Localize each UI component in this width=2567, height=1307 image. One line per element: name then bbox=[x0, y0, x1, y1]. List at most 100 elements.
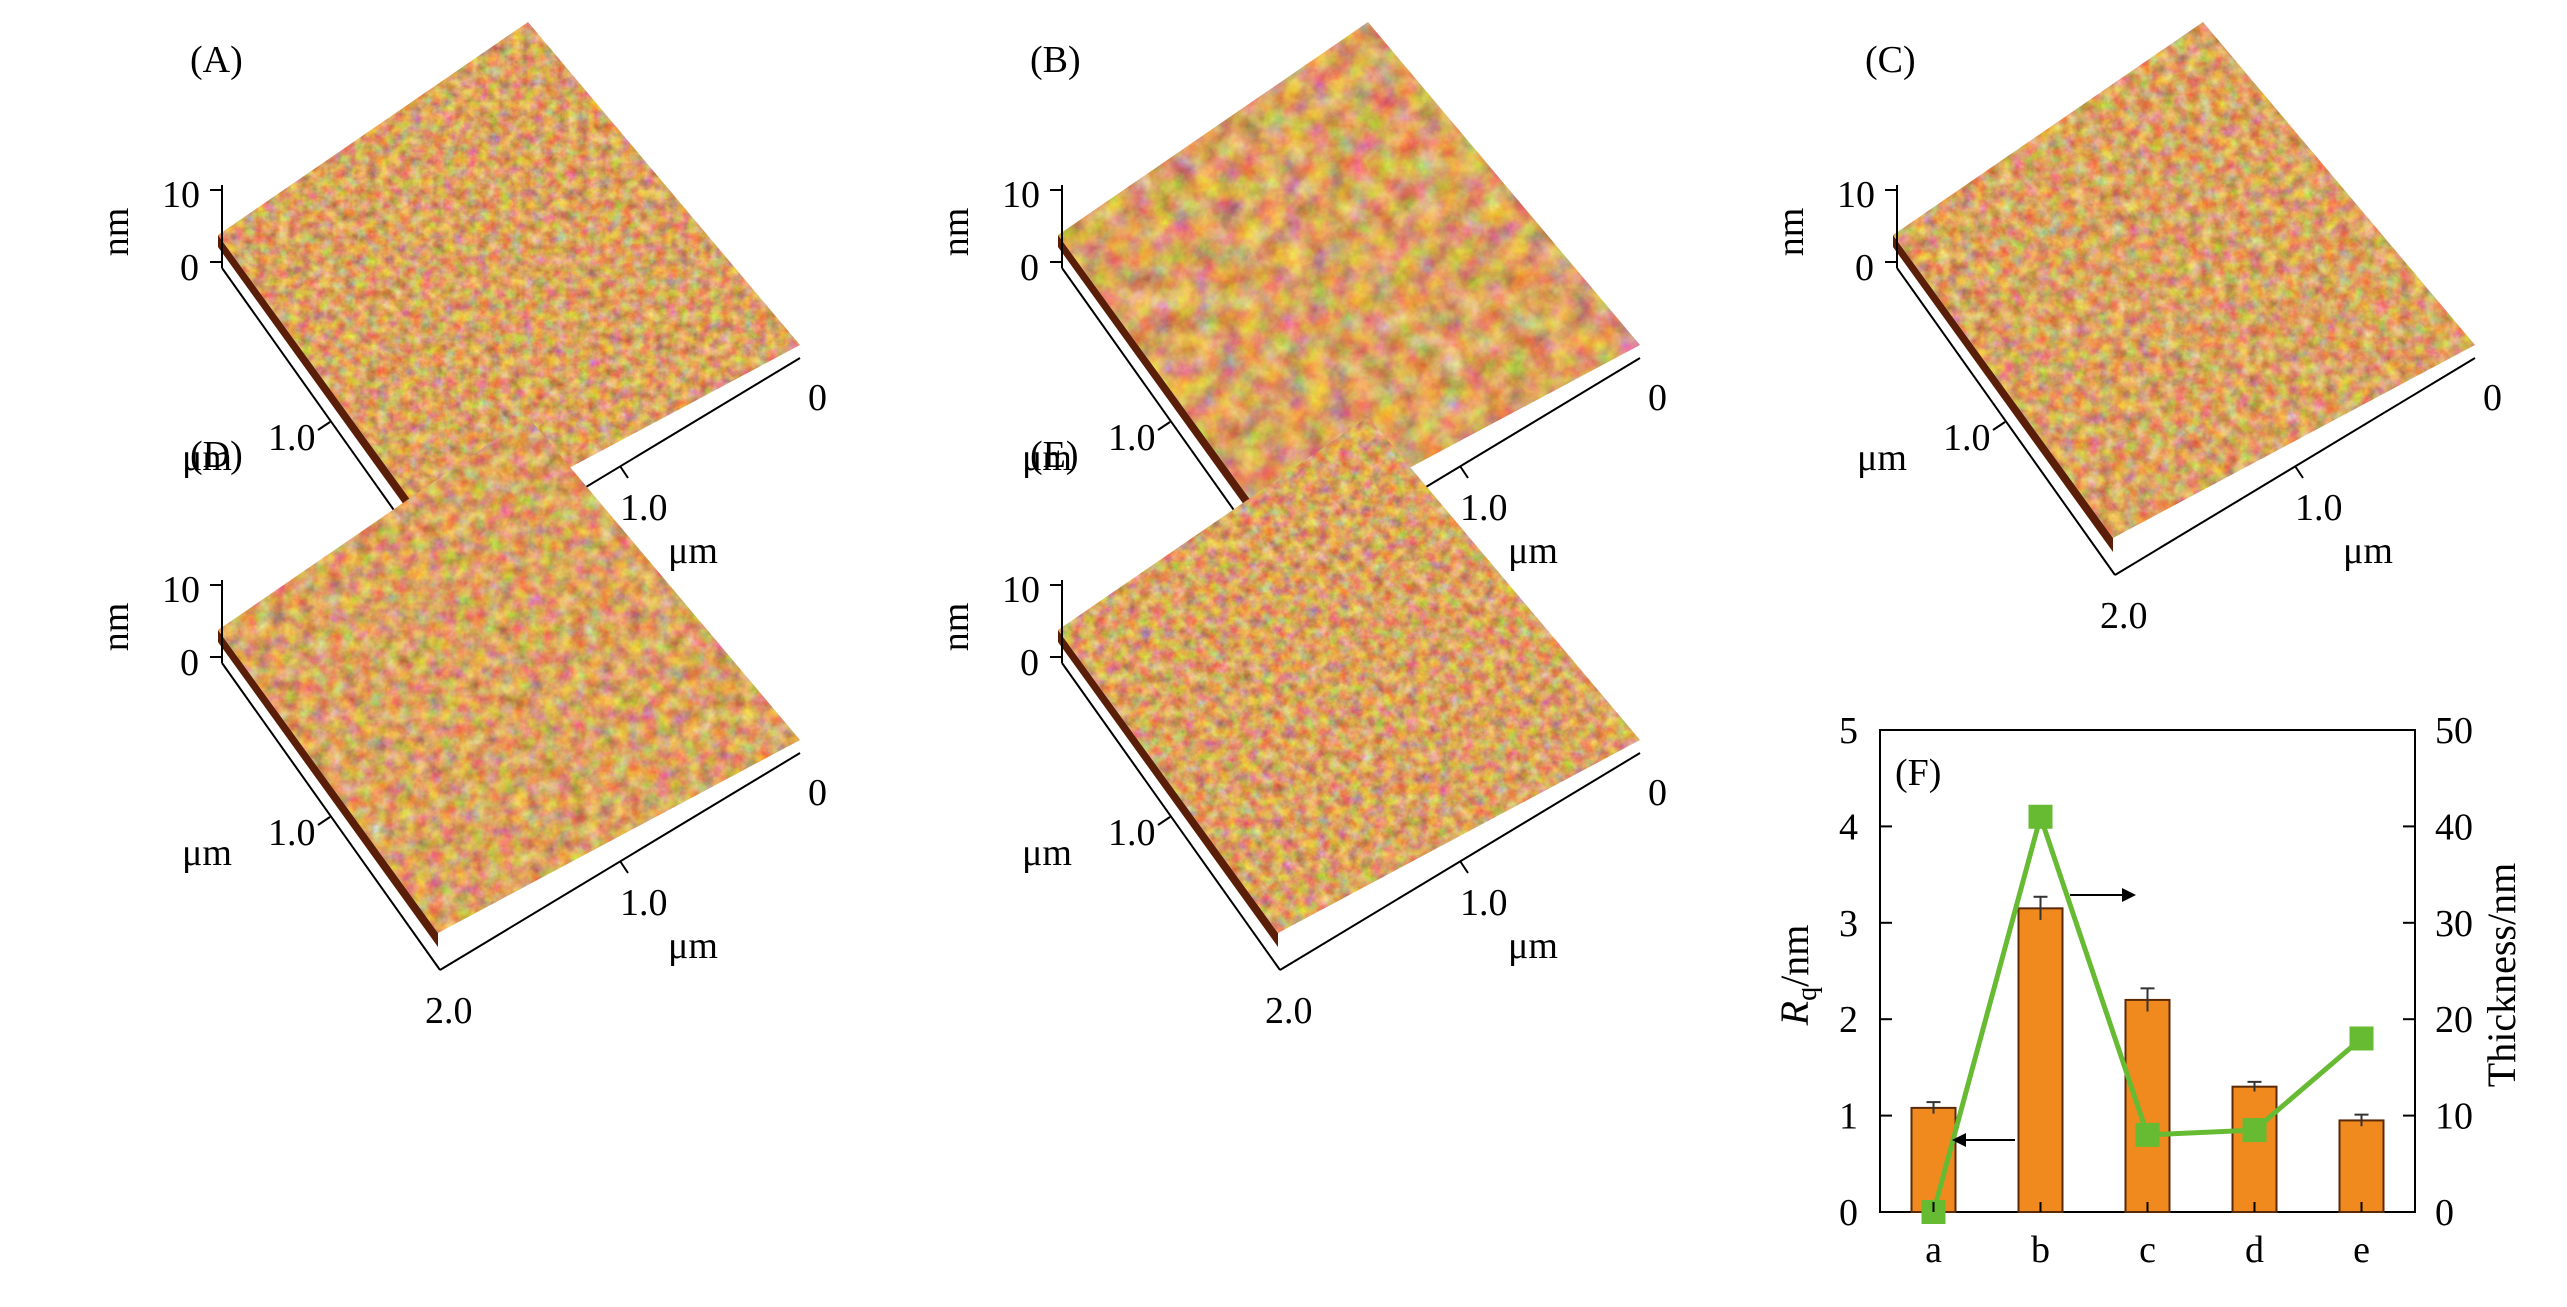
x-axis-unit: μm bbox=[1508, 530, 1558, 572]
x-axis-unit: μm bbox=[2343, 530, 2393, 572]
y-tick bbox=[317, 816, 331, 826]
z-tick-label: 0 bbox=[180, 642, 199, 684]
x-tick-label: a bbox=[1925, 1229, 1942, 1271]
y2-tick-label: 0 bbox=[2435, 1192, 2454, 1234]
z-axis-unit: nm bbox=[95, 208, 137, 257]
x-tick-label: e bbox=[2353, 1229, 2370, 1271]
x-tick-label: 1.0 bbox=[1460, 882, 1508, 924]
y-tick-label: 5 bbox=[1839, 710, 1858, 752]
x-tick-label: 1.0 bbox=[1460, 487, 1508, 529]
y-axis-line bbox=[1061, 662, 1281, 971]
x-tick-label: 1.0 bbox=[620, 487, 668, 529]
z-tick-label: 0 bbox=[180, 247, 199, 289]
z-axis-unit: nm bbox=[95, 603, 137, 652]
panel-label: (F) bbox=[1895, 752, 1941, 794]
y-axis-unit: μm bbox=[182, 437, 232, 479]
y-axis-label: Rq/nm bbox=[1772, 925, 1823, 1027]
y-axis-line bbox=[221, 662, 441, 971]
surface-edge bbox=[218, 630, 438, 947]
y2-tick-label: 20 bbox=[2435, 999, 2473, 1041]
y2-tick-label: 40 bbox=[2435, 806, 2473, 848]
thickness-marker-e bbox=[2349, 1026, 2374, 1051]
y-tick bbox=[1157, 816, 1171, 826]
z-axis-unit: nm bbox=[935, 603, 977, 652]
x-axis-unit: μm bbox=[668, 925, 718, 967]
panel-label: (E) bbox=[1030, 434, 1079, 476]
x-tick-label: 0 bbox=[808, 377, 827, 419]
x-tick bbox=[619, 860, 629, 874]
x-tick bbox=[1459, 465, 1469, 479]
y-tick bbox=[317, 421, 331, 431]
y-tick bbox=[1157, 421, 1171, 431]
bar-d bbox=[2231, 1085, 2278, 1214]
afm-surface bbox=[1058, 22, 1640, 538]
surface-edge bbox=[1893, 235, 2113, 552]
x-tick-label: 0 bbox=[1648, 377, 1667, 419]
y-axis-unit: μm bbox=[182, 832, 232, 874]
z-tick-label: 10 bbox=[1002, 174, 1040, 216]
panel-label: (D) bbox=[190, 434, 243, 476]
surface-edge bbox=[218, 235, 438, 552]
x-tick-label: 1.0 bbox=[2295, 487, 2343, 529]
z-tick-label: 10 bbox=[1837, 174, 1875, 216]
x-tick-label: 0 bbox=[1648, 772, 1667, 814]
y-tick-label: 3 bbox=[1839, 903, 1858, 945]
y-axis-unit: μm bbox=[1022, 437, 1072, 479]
afm-surface bbox=[1893, 22, 2475, 538]
y-axis-line bbox=[1896, 267, 2116, 576]
corner-tick-label: 2.0 bbox=[425, 990, 473, 1032]
x-tick bbox=[619, 465, 629, 479]
y2-tick-label: 30 bbox=[2435, 903, 2473, 945]
surface-edge bbox=[1058, 630, 1278, 947]
z-tick-label: 10 bbox=[1002, 569, 1040, 611]
left-arrow-annotation bbox=[1952, 1133, 2015, 1147]
y-tick-label: 1 bbox=[1839, 1096, 1858, 1138]
z-axis-unit: nm bbox=[1770, 208, 1812, 257]
panel-label: (A) bbox=[190, 39, 243, 81]
afm-surface bbox=[218, 417, 800, 933]
z-tick-label: 0 bbox=[1020, 642, 1039, 684]
surface-edge bbox=[1058, 235, 1278, 552]
y-tick-label: 1.0 bbox=[268, 417, 316, 459]
x-tick-label: d bbox=[2245, 1229, 2264, 1271]
y-axis-unit: μm bbox=[1022, 832, 1072, 874]
y-tick-label: 2 bbox=[1839, 999, 1858, 1041]
afm-surface bbox=[218, 22, 800, 538]
x-axis-unit: μm bbox=[668, 530, 718, 572]
y-tick-label: 0 bbox=[1839, 1192, 1858, 1234]
x-axis-unit: μm bbox=[1508, 925, 1558, 967]
x-tick-label: 1.0 bbox=[620, 882, 668, 924]
y-tick-label: 1.0 bbox=[1108, 812, 1156, 854]
z-axis-unit: nm bbox=[935, 208, 977, 257]
right-arrow-annotation bbox=[2070, 888, 2136, 902]
x-tick-label: c bbox=[2139, 1229, 2156, 1271]
y2-tick-label: 10 bbox=[2435, 1096, 2473, 1138]
afm-surface bbox=[1058, 417, 1640, 933]
y-tick-label: 1.0 bbox=[268, 812, 316, 854]
thickness-marker-d bbox=[2242, 1118, 2267, 1143]
z-tick-label: 10 bbox=[162, 174, 200, 216]
x-tick-label: 0 bbox=[808, 772, 827, 814]
z-tick-label: 0 bbox=[1855, 247, 1874, 289]
bar-b bbox=[2017, 907, 2064, 1214]
y2-tick-label: 50 bbox=[2435, 710, 2473, 752]
panel-label: (B) bbox=[1030, 39, 1081, 81]
x-tick-label: 0 bbox=[2483, 377, 2502, 419]
corner-tick-label: 2.0 bbox=[1265, 990, 1313, 1032]
y-tick-label: 1.0 bbox=[1108, 417, 1156, 459]
z-tick-label: 0 bbox=[1020, 247, 1039, 289]
x-tick-label: b bbox=[2031, 1229, 2050, 1271]
y-tick bbox=[1992, 421, 2006, 431]
y-tick-label: 1.0 bbox=[1943, 417, 1991, 459]
y2-axis-label: Thickness/nm bbox=[2479, 863, 2524, 1087]
y-axis-unit: μm bbox=[1857, 437, 1907, 479]
bar-e bbox=[2338, 1119, 2385, 1214]
z-tick-label: 10 bbox=[162, 569, 200, 611]
afm-panels: (A)100nm1.0μm01.0μm2.0(B)100nm1.0μm01.0μ… bbox=[95, 22, 2502, 1032]
